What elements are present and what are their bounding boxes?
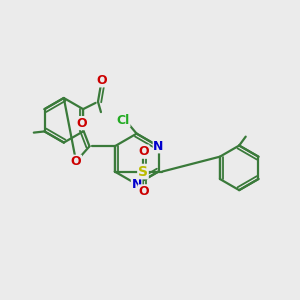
Text: O: O: [138, 185, 149, 198]
Text: O: O: [77, 117, 87, 130]
Text: S: S: [138, 164, 148, 178]
Text: Cl: Cl: [117, 114, 130, 127]
Text: O: O: [71, 155, 81, 168]
Text: N: N: [153, 140, 164, 153]
Text: N: N: [131, 178, 142, 191]
Text: O: O: [138, 145, 149, 158]
Text: O: O: [96, 74, 106, 87]
